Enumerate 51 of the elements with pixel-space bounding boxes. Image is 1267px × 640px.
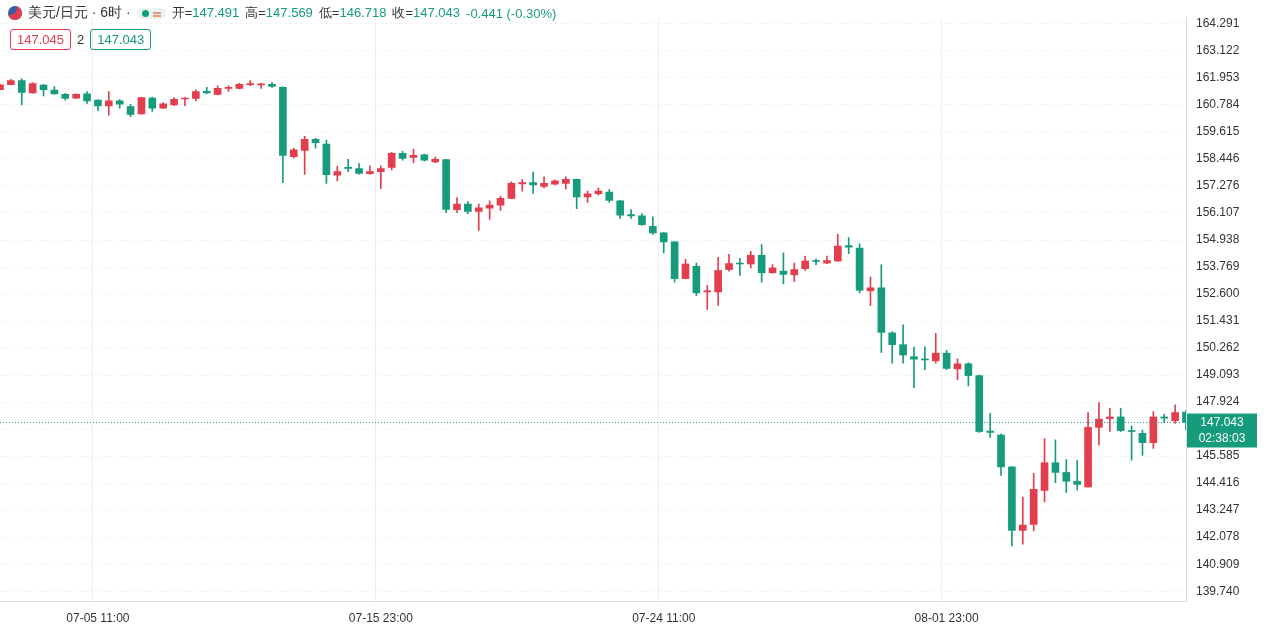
y-tick-label: 140.909 <box>1196 556 1240 571</box>
y-tick-label: 147.924 <box>1196 394 1240 409</box>
y-tick-label: 163.122 <box>1196 43 1240 58</box>
candlestick <box>910 346 918 388</box>
candlestick <box>529 171 537 194</box>
candlestick <box>1073 460 1082 491</box>
ref-line-label: 147.043 <box>1200 414 1245 429</box>
y-tick-label: 152.600 <box>1196 286 1240 301</box>
y-tick-label: 157.276 <box>1196 178 1240 193</box>
annotation: 开=147.491 <box>171 4 240 22</box>
x-tick-label: 07-05 11:00 <box>66 611 130 626</box>
y-tick-label: 145.585 <box>1196 448 1240 463</box>
y-tick-label: 143.247 <box>1196 502 1240 517</box>
y-tick-label: 161.953 <box>1196 70 1240 85</box>
annotation: 147.043 <box>90 29 152 50</box>
x-tick-label: 07-15 23:00 <box>348 611 414 626</box>
annotation: 收=147.043 <box>392 4 461 22</box>
text: 02:38:03 <box>1198 430 1246 445</box>
annotation: 2 <box>77 32 85 47</box>
y-tick-label: 160.784 <box>1196 97 1240 112</box>
chart-title: 美元/日元 · 6时 · <box>28 4 131 22</box>
annotation: 高=147.569 <box>245 4 313 22</box>
candlestick <box>1018 496 1027 545</box>
candlestick <box>1095 402 1103 446</box>
y-tick-label: 142.078 <box>1196 529 1240 544</box>
y-tick-label: 164.291 <box>1196 16 1240 31</box>
candlestick <box>344 158 353 172</box>
y-tick-label: 139.740 <box>1196 583 1240 598</box>
candlestick <box>1106 408 1114 432</box>
y-tick-label: 150.262 <box>1196 340 1240 355</box>
annotation: 低=146.718 <box>318 4 387 22</box>
y-tick-label: 159.615 <box>1196 124 1240 139</box>
x-tick-label: 08-01 23:00 <box>914 611 979 626</box>
y-tick-label: 158.446 <box>1196 151 1240 166</box>
candlestick <box>518 179 527 192</box>
candlestick <box>474 203 483 231</box>
candlestick <box>104 91 113 116</box>
annotation: -0.441 (-0.30%) <box>466 5 557 21</box>
candlestick <box>627 209 635 219</box>
candlestick <box>366 165 374 175</box>
candlestick <box>377 165 385 189</box>
x-tick-label: 07-24 11:00 <box>632 611 696 626</box>
candlestick <box>844 237 853 254</box>
y-tick-label: 151.431 <box>1196 313 1240 328</box>
y-tick-label: 144.416 <box>1196 475 1240 490</box>
y-tick-label: 154.938 <box>1196 232 1240 247</box>
y-tick-label: 153.769 <box>1196 259 1240 274</box>
candlestick <box>703 285 712 310</box>
y-tick-label: 156.107 <box>1196 205 1240 220</box>
annotation: 147.045 <box>10 29 71 50</box>
y-tick-label: 149.093 <box>1196 367 1240 382</box>
